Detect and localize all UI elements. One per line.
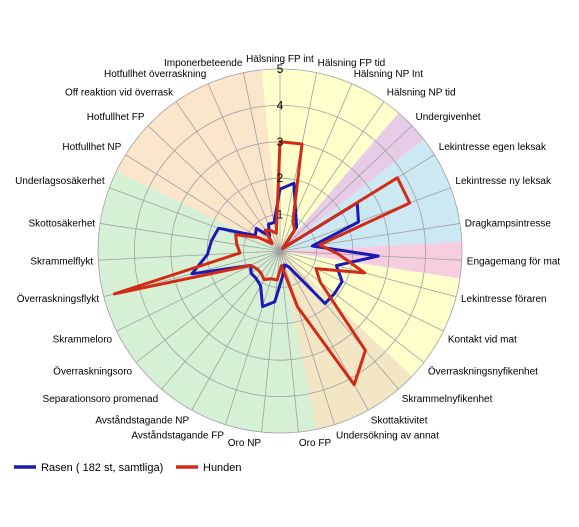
grid-spoke-9 (279, 250, 457, 298)
grid-spoke-6 (279, 187, 451, 252)
axis-label-14: Undersökning av annat (336, 430, 439, 441)
legend-label-hunden: Hunden (203, 462, 242, 474)
series-line-1 (112, 140, 412, 387)
axis-label-28: Off reaktion vid överrask (65, 88, 174, 99)
grid-spoke-15 (279, 250, 299, 433)
axis-label-13: Skottaktivitet (371, 416, 428, 427)
axis-label-11: Överraskningsnyfikenhet (428, 366, 538, 378)
axis-label-0: Hälsning FP int (246, 54, 314, 65)
grid-spoke-12 (279, 250, 399, 390)
axis-label-1: Hälsning FP tid (318, 58, 386, 69)
axis-label-4: Undergivenhet (416, 112, 481, 123)
sector-6 (97, 170, 317, 433)
axis-label-20: Överraskningsoro (53, 366, 132, 378)
legend: Rasen ( 182 st, samtliga) Hunden (14, 462, 242, 474)
grid-spoke-18 (191, 250, 281, 411)
tick-label-1: 1 (277, 208, 284, 222)
axis-label-9: Lekintresse föraren (461, 294, 547, 305)
axis-label-30: Imponerbeteende (164, 58, 243, 69)
grid-spoke-7 (279, 223, 460, 252)
axis-label-26: Hotfullhet NP (62, 142, 121, 153)
tick-label-4: 4 (277, 98, 284, 112)
tick-label-2: 2 (277, 171, 284, 185)
grid-spoke-28 (175, 101, 281, 252)
sector-5 (280, 251, 412, 430)
sector-3 (280, 241, 463, 279)
axis-label-6: Lekintresse ny leksak (455, 176, 552, 187)
axis-label-8: Engagemang för mat (467, 257, 561, 268)
axis-label-27: Hotfullhet FP (87, 112, 145, 123)
axis-label-7: Dragkampsintresse (465, 219, 552, 230)
axis-label-16: Oro NP (228, 438, 262, 449)
grid-spoke-14 (279, 250, 335, 425)
tick-label-5: 5 (277, 62, 284, 76)
axis-label-18: Avståndstagande NP (95, 415, 189, 427)
axis-label-22: Överraskningsflykt (17, 293, 99, 305)
axis-label-19: Separationsoro promenad (43, 394, 159, 405)
axis-label-23: Skrammelflykt (30, 257, 93, 268)
axis-label-24: Skottosäkerhet (28, 219, 95, 230)
tick-label-3: 3 (277, 135, 284, 149)
grid-spoke-4 (279, 125, 413, 252)
axis-label-29: Hotfullhet överraskning (104, 69, 206, 80)
grid-spoke-21 (116, 250, 281, 332)
grid-spoke-23 (98, 250, 281, 261)
axis-label-25: Underlagsosäkerhet (15, 176, 105, 187)
sector-4 (280, 251, 460, 377)
axis-label-10: Kontakt vid mat (448, 334, 517, 345)
sector-7 (116, 69, 280, 252)
grid-spoke-10 (279, 250, 444, 332)
series-lines (112, 140, 412, 387)
grid-spoke-24 (100, 223, 281, 252)
grid-spoke-11 (279, 250, 425, 363)
axis-label-5: Lekintresse egen leksak (439, 142, 547, 153)
series-line-0 (190, 181, 380, 309)
axis-label-3: Hälsning NP tid (387, 88, 456, 99)
grid-spoke-25 (109, 187, 281, 252)
axis-label-15: Oro FP (299, 438, 332, 449)
axis-label-2: Hälsning NP Int (354, 69, 424, 80)
grid-spoke-1 (279, 72, 318, 252)
radial-tick-labels: 1 2 3 4 5 (277, 62, 284, 222)
axis-label-12: Skrammelnyfikenhet (402, 394, 493, 405)
legend-label-rasen: Rasen ( 182 st, samtliga) (41, 462, 163, 474)
axis-label-21: Skrammeloro (53, 334, 113, 345)
axis-label-17: Avståndstagande FP (131, 429, 224, 441)
